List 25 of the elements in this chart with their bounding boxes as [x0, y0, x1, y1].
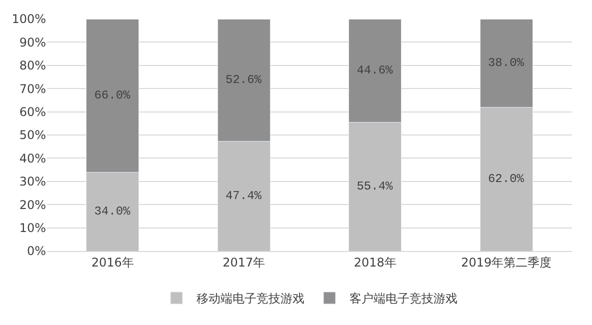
data-label: 55.4% [356, 180, 394, 194]
y-tick-label: 80% [19, 58, 46, 73]
y-tick-label: 60% [19, 105, 46, 119]
data-label: 34.0% [94, 204, 132, 219]
data-label: 62.0% [488, 172, 525, 186]
data-label: 52.6% [225, 73, 262, 88]
x-tick-label: 2018年 [354, 255, 396, 270]
y-tick-label: 50% [19, 128, 46, 142]
data-label: 38.0% [488, 56, 525, 70]
data-label: 47.4% [225, 189, 262, 204]
y-tick-label: 100% [12, 12, 46, 26]
x-tick-label: 2019年第二季度 [461, 255, 552, 270]
data-label: 44.6% [356, 64, 394, 78]
data-label: 66.0% [94, 88, 132, 103]
y-tick-label: 90% [19, 35, 46, 50]
y-tick-label: 40% [19, 151, 46, 166]
legend-label: 移动端电子竞技游戏 [196, 292, 304, 306]
x-tick-label: 2017年 [222, 255, 266, 270]
y-tick-label: 30% [19, 174, 46, 189]
x-tick-label: 2016年 [91, 255, 134, 270]
legend-label: 客户端电子竞技游戏 [350, 292, 458, 306]
y-tick-label: 20% [19, 198, 46, 212]
y-tick-label: 10% [19, 221, 46, 235]
y-tick-label: 70% [19, 82, 46, 96]
y-tick-label: 0% [26, 244, 46, 258]
